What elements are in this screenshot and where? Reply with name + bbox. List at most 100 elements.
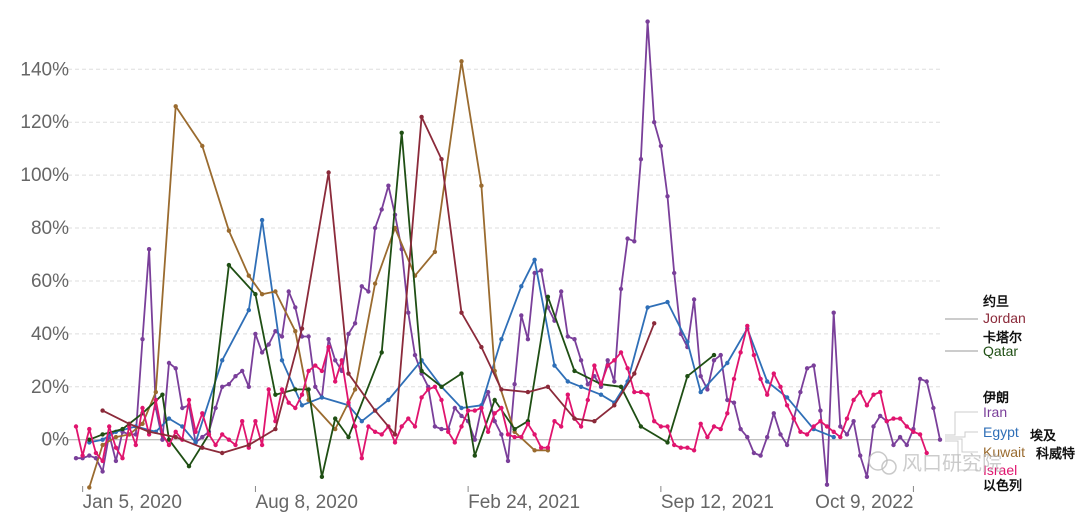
series-line-egypt	[89, 219, 835, 444]
data-point-iran	[897, 434, 903, 440]
y-tick-label: 60%	[31, 271, 69, 292]
data-point-qatar	[186, 464, 192, 469]
data-point-israel	[784, 403, 790, 408]
data-point-israel	[472, 408, 477, 413]
data-point-jordan	[127, 421, 132, 426]
data-point-israel	[193, 429, 198, 434]
data-point-egypt	[698, 389, 703, 395]
data-point-iran	[532, 270, 537, 276]
data-point-israel	[565, 392, 570, 397]
data-point-iran	[87, 453, 92, 458]
data-point-egypt	[685, 339, 690, 344]
data-point-israel	[625, 366, 630, 371]
data-point-iran	[751, 450, 757, 456]
data-point-iran	[452, 405, 457, 411]
data-point-kuwait	[200, 143, 205, 149]
data-point-israel	[412, 424, 418, 429]
data-point-israel	[173, 429, 178, 434]
data-point-iran	[352, 321, 358, 326]
data-point-iran	[784, 442, 790, 448]
data-point-egypt	[499, 337, 504, 342]
data-point-egypt	[166, 416, 172, 421]
data-point-iran	[824, 482, 830, 487]
data-point-jordan	[499, 387, 504, 392]
data-point-israel	[745, 323, 750, 329]
data-point-israel	[226, 437, 232, 442]
data-point-israel	[93, 450, 99, 456]
data-point-israel	[426, 387, 431, 392]
data-point-iran	[286, 289, 291, 294]
data-point-jordan	[299, 326, 305, 331]
data-point-israel	[432, 384, 438, 389]
x-tick-label: Feb 24, 2021	[468, 492, 580, 512]
data-point-iran	[818, 408, 823, 413]
data-point-israel	[559, 424, 564, 429]
data-point-jordan	[392, 432, 398, 437]
data-point-iran	[240, 368, 245, 374]
data-point-qatar	[472, 453, 477, 458]
data-point-iran	[904, 442, 909, 448]
data-point-israel	[904, 424, 909, 429]
data-point-iran	[200, 434, 205, 440]
data-point-qatar	[572, 368, 577, 374]
data-point-israel	[186, 397, 192, 403]
data-point-kuwait	[113, 434, 119, 440]
data-point-israel	[924, 450, 929, 456]
data-point-iran	[359, 284, 364, 289]
x-tick-label: Oct 9, 2022	[815, 492, 913, 512]
data-point-israel	[618, 350, 624, 355]
data-point-jordan	[439, 157, 444, 162]
data-point-iran	[838, 424, 843, 429]
data-point-israel	[279, 387, 285, 392]
y-tick-label: 0%	[42, 430, 70, 451]
data-point-jordan	[592, 419, 597, 424]
gridlines	[68, 68, 940, 441]
data-point-jordan	[545, 384, 551, 389]
data-point-israel	[253, 419, 258, 424]
data-point-iran	[891, 442, 896, 448]
data-point-kuwait	[532, 448, 537, 453]
series-kuwait	[87, 59, 551, 490]
data-point-israel	[372, 429, 378, 434]
series-line-kuwait	[88, 60, 548, 488]
data-point-israel	[917, 432, 923, 437]
watermark-text: 风口研究院	[902, 451, 1002, 475]
data-point-iran	[539, 268, 544, 273]
data-point-qatar	[346, 434, 351, 440]
data-point-kuwait	[459, 59, 464, 64]
data-point-iran	[306, 334, 311, 339]
data-point-israel	[87, 426, 92, 432]
data-point-iran	[333, 358, 338, 363]
data-point-iran	[279, 334, 285, 339]
y-axis-ticks: 0% 20% 40% 60% 80% 100% 120% 140%	[20, 59, 69, 450]
data-point-israel	[585, 397, 590, 403]
data-point-iran	[585, 382, 590, 387]
series-line-jordan	[102, 116, 656, 454]
data-point-iran	[878, 413, 883, 419]
data-point-israel	[399, 424, 404, 429]
data-point-kuwait	[273, 289, 278, 294]
data-point-israel	[897, 416, 903, 421]
y-tick-label: 100%	[20, 165, 69, 186]
data-point-jordan	[246, 442, 251, 448]
data-point-iran	[439, 426, 444, 432]
data-point-iran	[605, 358, 610, 363]
data-point-iran	[711, 358, 717, 363]
data-point-iran	[718, 352, 723, 358]
data-point-israel	[758, 376, 763, 382]
data-point-jordan	[459, 310, 464, 315]
data-point-israel	[725, 411, 730, 416]
data-point-qatar	[293, 387, 298, 392]
data-point-egypt	[259, 217, 265, 223]
data-point-iran	[100, 469, 105, 474]
data-point-iran	[645, 19, 650, 24]
data-point-jordan	[173, 434, 178, 440]
data-point-israel	[791, 416, 796, 421]
data-point-iran	[386, 183, 391, 188]
data-point-qatar	[711, 352, 717, 358]
data-point-iran	[412, 352, 418, 358]
data-point-israel	[698, 421, 703, 426]
data-point-israel	[485, 429, 491, 434]
data-point-israel	[612, 358, 617, 363]
